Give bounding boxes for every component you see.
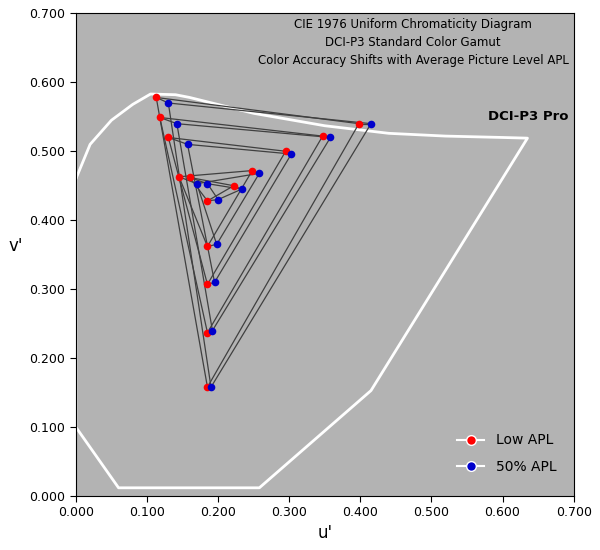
Y-axis label: v': v' bbox=[8, 236, 23, 255]
Legend: Low APL, 50% APL: Low APL, 50% APL bbox=[451, 428, 562, 480]
Text: DCI-P3 Pro: DCI-P3 Pro bbox=[488, 110, 569, 123]
Text: CIE 1976 Uniform Chromaticity Diagram
DCI-P3 Standard Color Gamut
Color Accuracy: CIE 1976 Uniform Chromaticity Diagram DC… bbox=[258, 18, 569, 67]
X-axis label: u': u' bbox=[317, 524, 332, 542]
